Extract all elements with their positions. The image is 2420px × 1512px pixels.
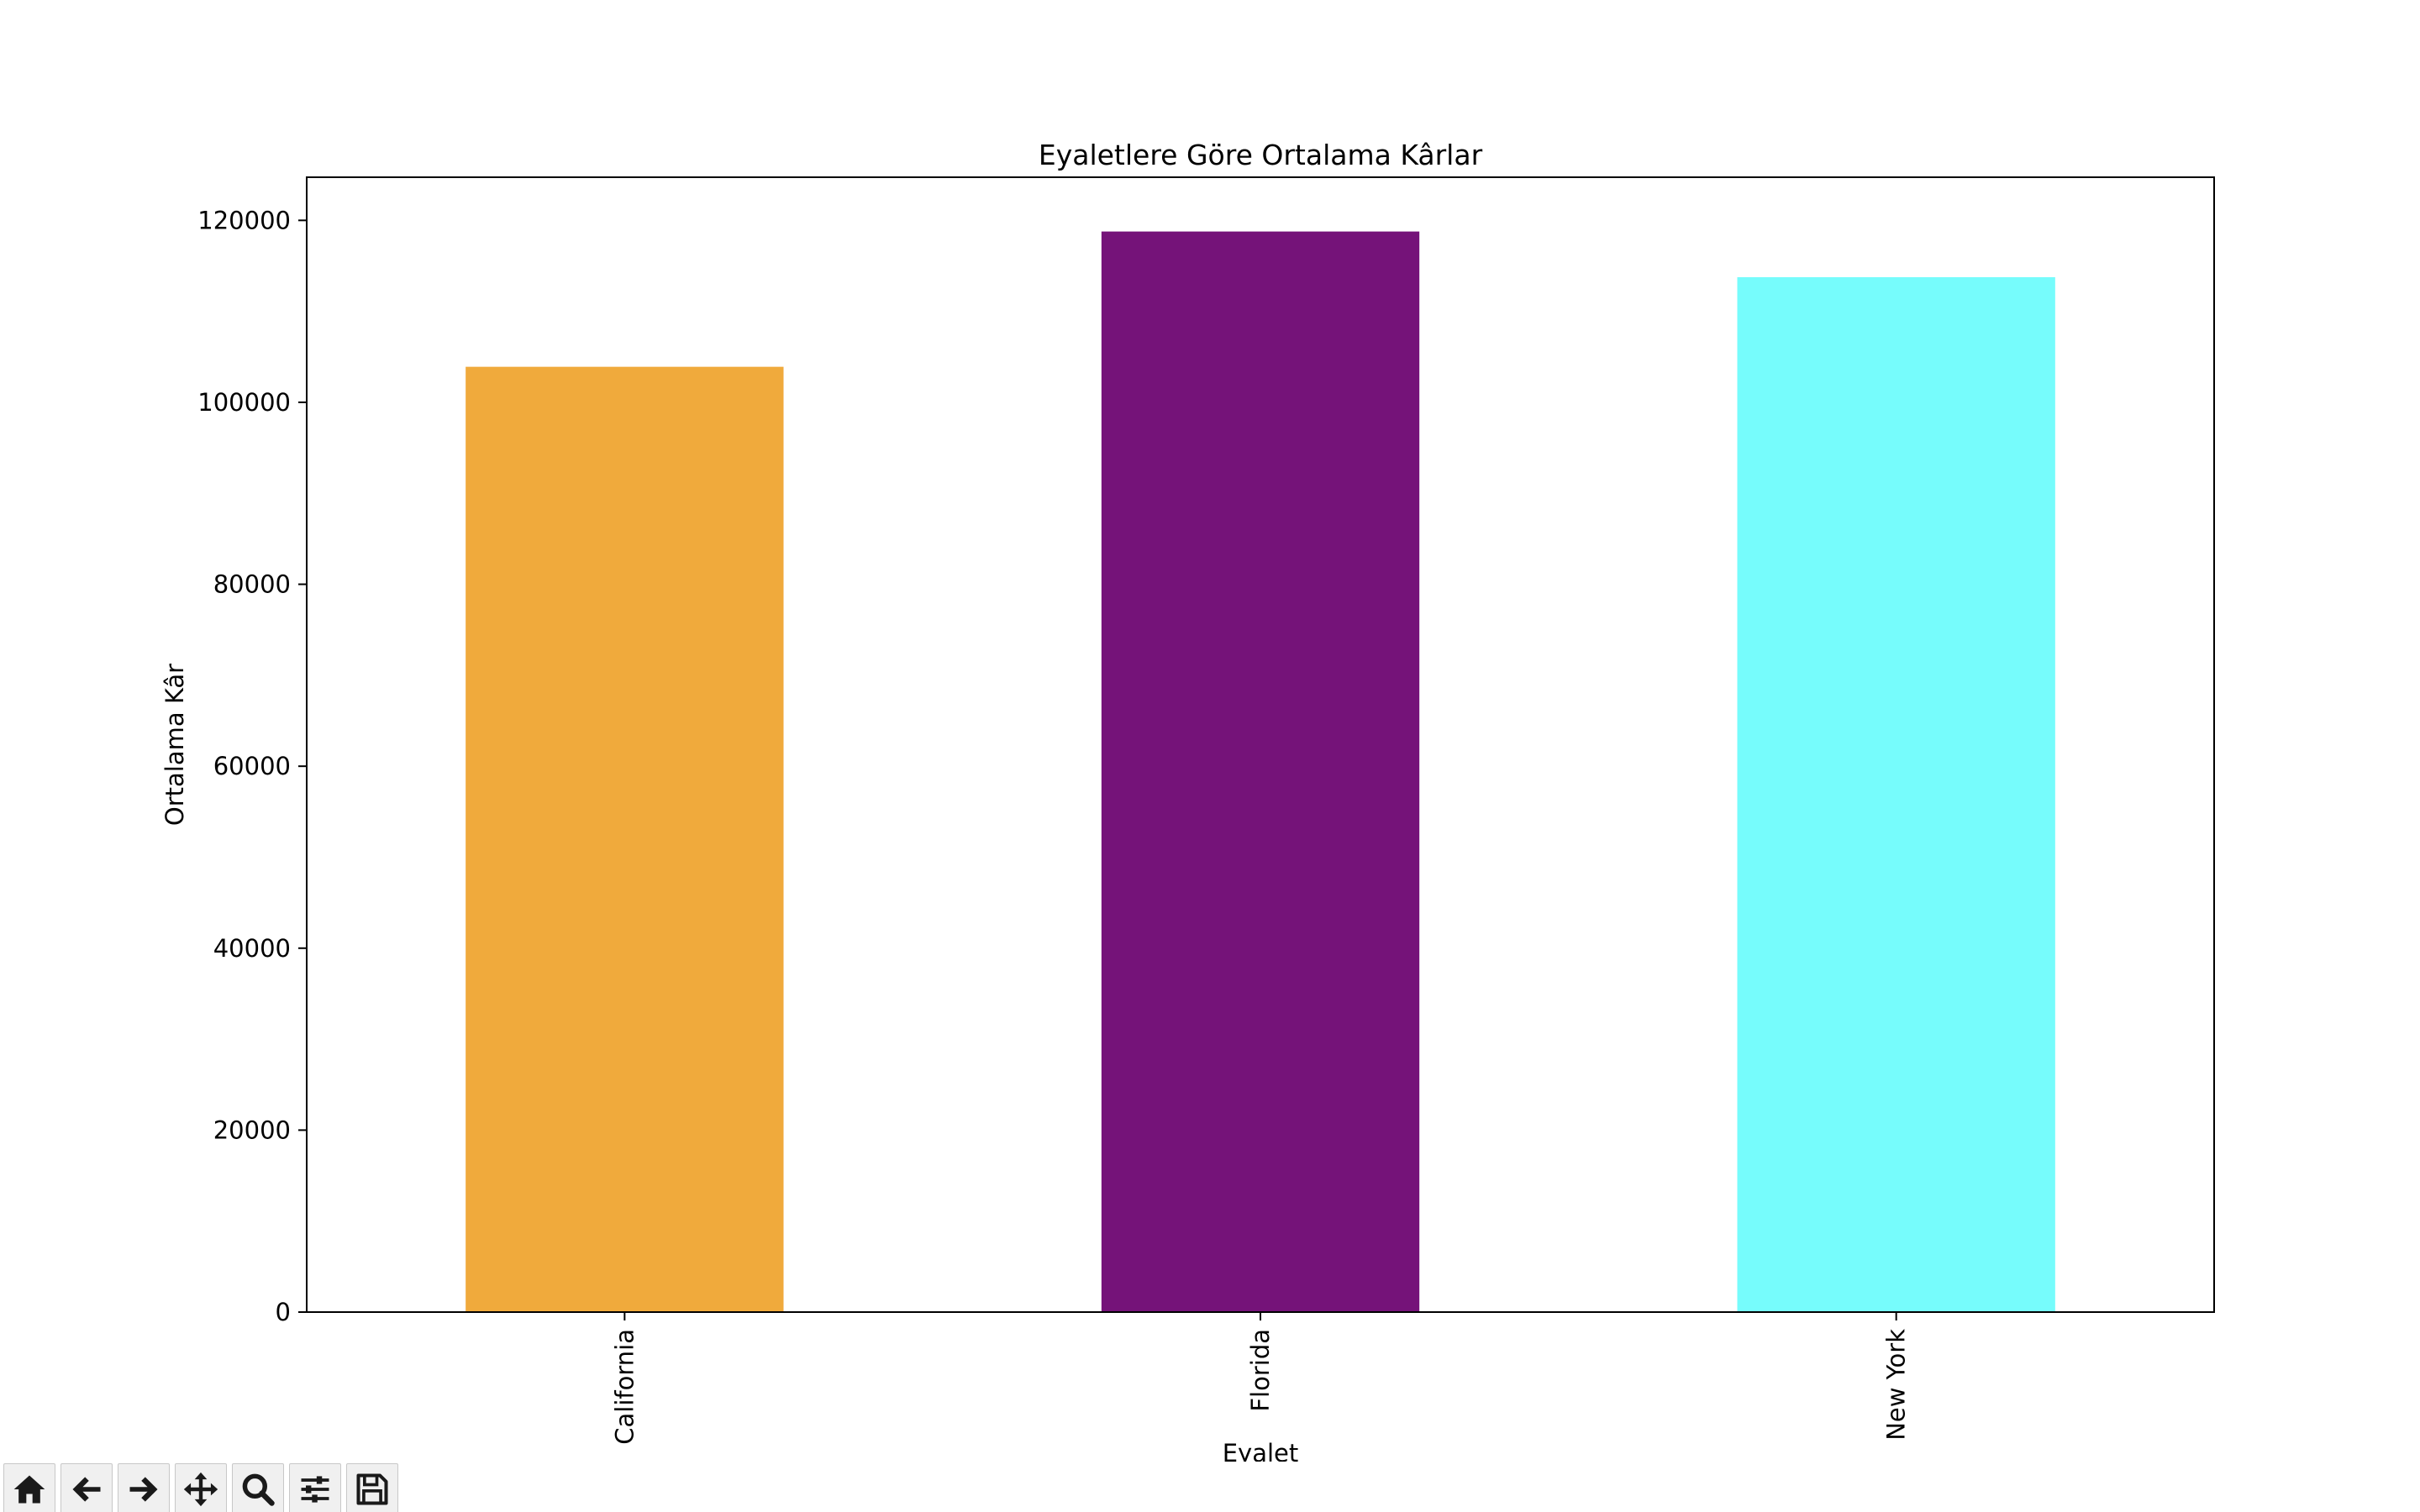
arrow-right-icon bbox=[129, 1477, 158, 1502]
back-button[interactable] bbox=[60, 1463, 113, 1512]
save-icon bbox=[356, 1473, 388, 1505]
y-tick-label: 120000 bbox=[197, 206, 291, 234]
pan-button[interactable] bbox=[175, 1463, 227, 1512]
chart-title: Eyaletlere Göre Ortalama Kârlar bbox=[1039, 139, 1483, 171]
x-tick-label: California bbox=[610, 1329, 639, 1445]
axes-frame bbox=[306, 176, 2215, 1313]
configure-subplots-button[interactable] bbox=[289, 1463, 341, 1512]
y-tick-label: 0 bbox=[276, 1298, 291, 1326]
y-tick-label: 20000 bbox=[213, 1116, 291, 1144]
bars-layer bbox=[466, 231, 2055, 1313]
home-icon bbox=[13, 1475, 45, 1504]
move-icon bbox=[183, 1472, 218, 1507]
navigation-toolbar bbox=[0, 1462, 2420, 1512]
bar-new-york bbox=[1737, 276, 2055, 1313]
x-axis-label: Eyalet bbox=[1223, 1439, 1299, 1462]
forward-button[interactable] bbox=[118, 1463, 170, 1512]
y-tick-label: 60000 bbox=[213, 752, 291, 780]
figure-canvas: 0 20000 40000 60000 80000 100000 120000 Califo… bbox=[160, 139, 2215, 1462]
bar-chart: 0 20000 40000 60000 80000 100000 120000 Califo… bbox=[160, 139, 2215, 1462]
bar-florida bbox=[1101, 231, 1420, 1312]
bar-california bbox=[466, 366, 784, 1312]
arrow-left-icon bbox=[72, 1477, 101, 1502]
y-tick-label: 40000 bbox=[213, 934, 291, 963]
y-tick-label: 80000 bbox=[213, 570, 291, 599]
y-tick-label: 100000 bbox=[197, 388, 291, 417]
x-axis-ticks: California Florida New York bbox=[610, 1312, 1911, 1445]
sliders-icon bbox=[301, 1476, 329, 1503]
x-tick-label: Florida bbox=[1246, 1329, 1275, 1412]
home-button[interactable] bbox=[3, 1463, 55, 1512]
zoom-button[interactable] bbox=[232, 1463, 284, 1512]
x-tick-label: New York bbox=[1882, 1329, 1911, 1441]
y-axis-ticks: 0 20000 40000 60000 80000 100000 120000 bbox=[197, 206, 307, 1326]
y-axis-label: Ortalama Kâr bbox=[160, 664, 189, 826]
search-icon bbox=[242, 1473, 275, 1506]
save-button[interactable] bbox=[346, 1463, 398, 1512]
